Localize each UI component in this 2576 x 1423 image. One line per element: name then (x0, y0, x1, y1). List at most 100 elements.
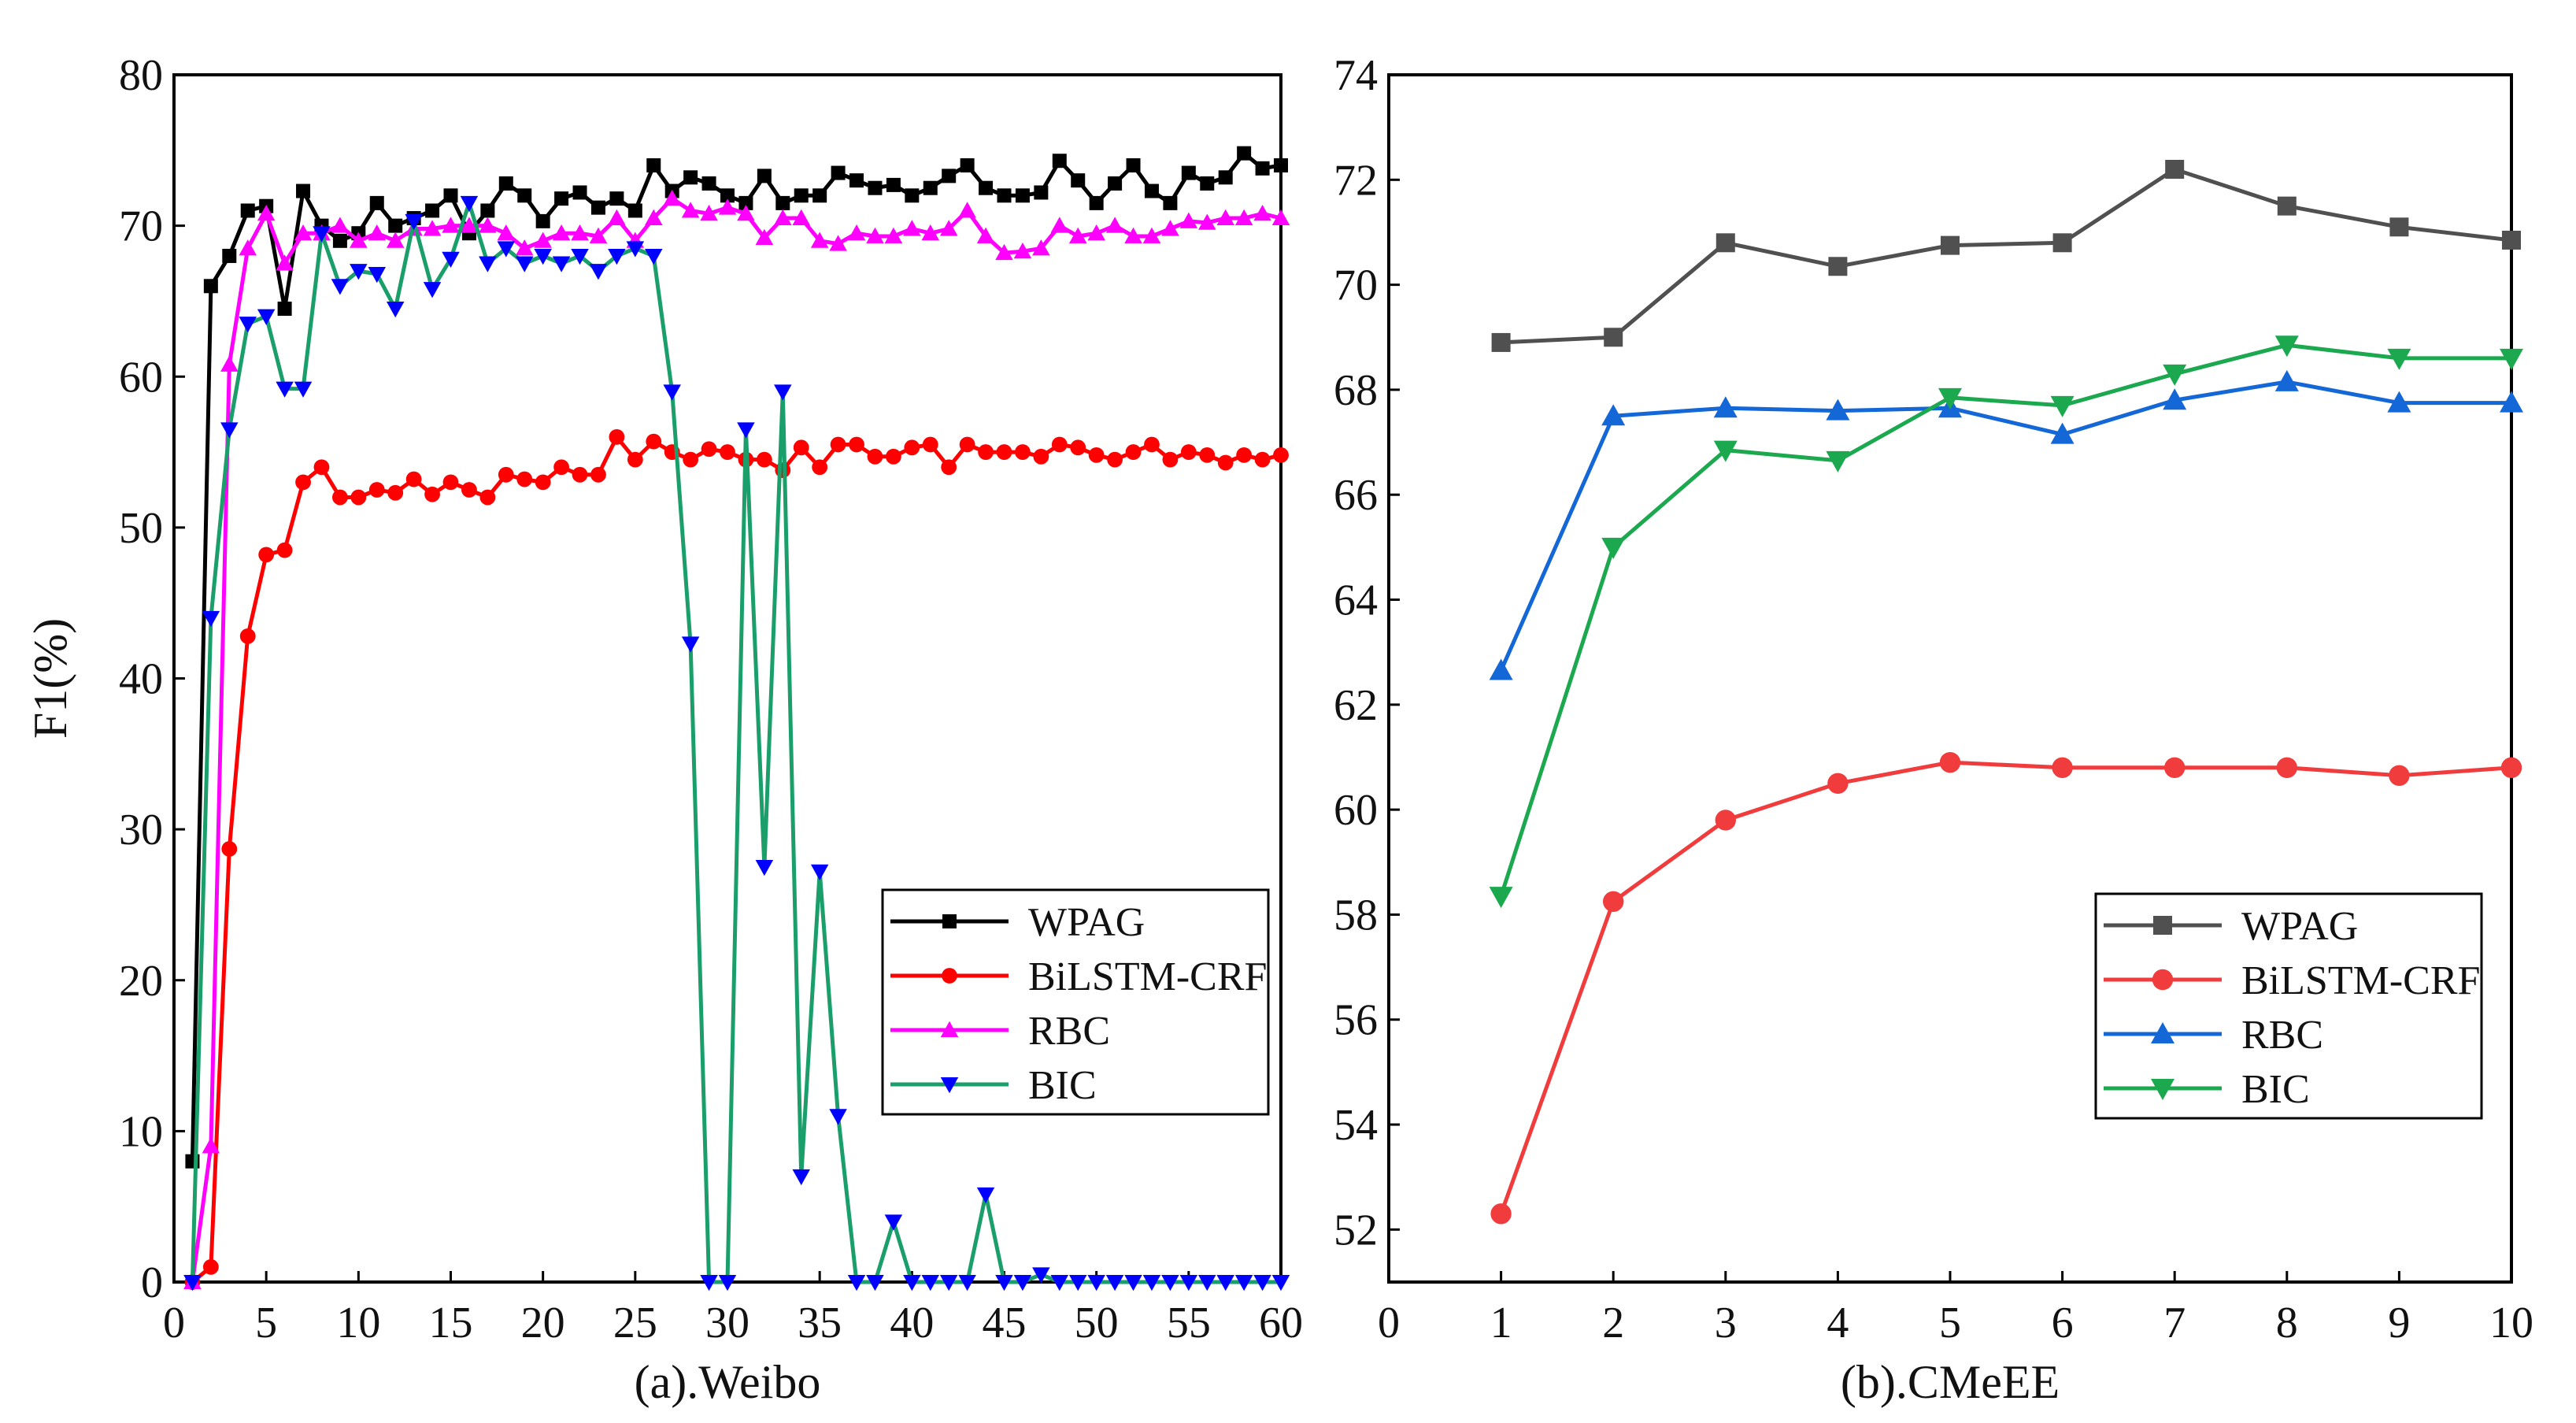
panel-weibo-data-point (202, 610, 220, 628)
panel-cmeee-series-line (1499, 343, 2511, 897)
panel-weibo-data-point (831, 165, 846, 180)
panel-weibo-legend-swatch-marker (940, 1077, 959, 1094)
panel-cmeee-legend-item: WPAG (2104, 904, 2358, 949)
panel-cmeee-y-tick-label: 64 (1334, 576, 1378, 625)
panel-weibo-data-point (442, 251, 460, 269)
panel-cmeee-data-point (2052, 233, 2072, 253)
panel-weibo-data-point (867, 448, 883, 465)
panel-cmeee-data-point (2274, 369, 2299, 391)
panel-cmeee-legend-swatch-marker (2151, 1079, 2174, 1100)
panel-weibo-data-point (1051, 436, 1068, 453)
panel-weibo-data-point (1253, 1275, 1271, 1291)
panel-weibo-data-point (480, 203, 495, 218)
panel-weibo-data-point (627, 451, 643, 468)
panel-weibo-data-point (1236, 447, 1253, 463)
panel-weibo-data-point (921, 224, 940, 241)
panel-weibo-data-point (1068, 1275, 1087, 1291)
panel-cmeee-data-point (2387, 391, 2411, 413)
panel-cmeee-data-point (1938, 387, 1962, 409)
panel-weibo-data-point (812, 188, 827, 203)
panel-weibo-data-point (535, 474, 551, 491)
panel-weibo-data-point (257, 309, 276, 325)
panel-cmeee-y-tick-label: 54 (1334, 1101, 1378, 1150)
panel-cmeee-y-tick-label: 70 (1334, 261, 1378, 310)
panel-weibo-data-point (479, 217, 497, 233)
panel-weibo-data-point (1088, 447, 1105, 463)
panel-cmeee-data-point (1715, 233, 1735, 253)
panel-weibo-data-point (701, 176, 716, 191)
panel-cmeee-chart: 0 1 2 3 4 5 6 7 8 9 10525456586062646668707274(b).… (1334, 51, 2533, 1408)
panel-weibo-data-point (1271, 209, 1290, 226)
panel-weibo-data-point (535, 213, 550, 228)
panel-cmeee-legend-item: RBC (2104, 1013, 2323, 1058)
panel-weibo-data-point (701, 441, 717, 458)
panel-weibo-data-point (810, 864, 829, 881)
panel-weibo-data-point (979, 180, 994, 195)
panel-weibo-data-point (1015, 188, 1030, 203)
panel-weibo-data-point (774, 209, 792, 226)
panel-weibo-data-point (1234, 209, 1253, 226)
panel-weibo-data-point (939, 220, 958, 236)
panel-weibo-series-line (190, 201, 1281, 1284)
panel-weibo-data-point (1255, 161, 1270, 176)
panel-cmeee-data-point (2500, 391, 2523, 413)
panel-weibo-data-point (423, 282, 442, 298)
panel-weibo-x-tick-label: 25 (613, 1299, 657, 1347)
panel-weibo-data-point (663, 189, 681, 206)
panel-weibo-data-point (442, 474, 459, 491)
panel-weibo-data-point (221, 841, 238, 857)
panel-cmeee-y-tick-label: 66 (1334, 471, 1378, 520)
panel-cmeee-data-point (2500, 757, 2522, 779)
panel-weibo-data-point (1013, 242, 1032, 259)
panel-cmeee-x-tick-label: 3 (1715, 1299, 1737, 1347)
panel-weibo-data-point (350, 264, 368, 280)
panel-weibo-data-point (1107, 451, 1123, 468)
panel-weibo-data-point (497, 224, 516, 241)
panel-weibo-data-point (884, 1214, 903, 1231)
panel-cmeee-legend-item: BIC (2104, 1067, 2310, 1112)
panel-weibo-data-point (645, 209, 663, 226)
panel-weibo-x-tick-label: 15 (429, 1299, 473, 1347)
panel-weibo-data-point (866, 227, 884, 244)
panel-weibo-data-point (202, 1258, 219, 1275)
panel-weibo-y-tick-label: 20 (119, 957, 163, 1006)
panel-weibo-data-point (1271, 1275, 1290, 1291)
panel-cmeee-legend-swatch-marker (2151, 1022, 2174, 1043)
panel-cmeee-legend: WPAG BiLSTM-CRF RBC BIC (2094, 892, 2483, 1120)
panel-weibo-x-tick-label: 55 (1167, 1299, 1211, 1347)
panel-weibo-data-point (515, 239, 534, 256)
panel-cmeee-data-point (2050, 422, 2074, 444)
panel-weibo-data-point (350, 489, 367, 506)
panel-weibo-chart: 0 5 10 15 20 25 30 35 40 45 50 55 60 0 10 20 30 40 50 60 70 8… (24, 51, 1303, 1408)
panel-weibo-data-point (296, 183, 311, 198)
panel-weibo-data-point (1144, 436, 1160, 453)
panel-cmeee-x-tick-label: 1 (1490, 1299, 1512, 1347)
panel-weibo-data-point (1089, 195, 1104, 210)
panel-weibo-data-point (976, 227, 995, 244)
panel-weibo-data-point (1200, 176, 1215, 191)
panel-weibo-data-point (1234, 1275, 1253, 1291)
panel-weibo-data-point (609, 191, 624, 206)
panel-weibo-data-point (498, 176, 513, 191)
panel-cmeee-x-tick-label: 5 (1939, 1299, 1961, 1347)
panel-cmeee-y-tick-label: 68 (1334, 366, 1378, 415)
panel-cmeee-data-point (2500, 348, 2523, 370)
panel-weibo-data-point (183, 1275, 202, 1291)
panel-weibo-legend-swatch-marker (940, 1021, 959, 1037)
panel-cmeee-data-point (1490, 1203, 1512, 1225)
panel-weibo-data-point (1124, 1275, 1142, 1291)
panel-weibo-data-point (681, 202, 700, 218)
panel-weibo-data-point (295, 474, 311, 491)
panel-weibo-data-point (830, 436, 846, 453)
panel-cmeee-series-line (1499, 380, 2511, 672)
panel-weibo-y-tick-label: 10 (119, 1107, 163, 1156)
panel-weibo-data-point (387, 484, 404, 501)
panel-cmeee-x-tick-label: 9 (2388, 1299, 2410, 1347)
panel-weibo-data-point (388, 218, 403, 233)
panel-weibo-legend-item: BIC (890, 1063, 1097, 1108)
panel-weibo-data-point (958, 202, 976, 218)
panel-weibo-data-point (792, 209, 810, 226)
panel-weibo-data-point (479, 256, 497, 272)
panel-weibo-data-point (386, 232, 405, 248)
panel-weibo-data-point (294, 381, 313, 398)
